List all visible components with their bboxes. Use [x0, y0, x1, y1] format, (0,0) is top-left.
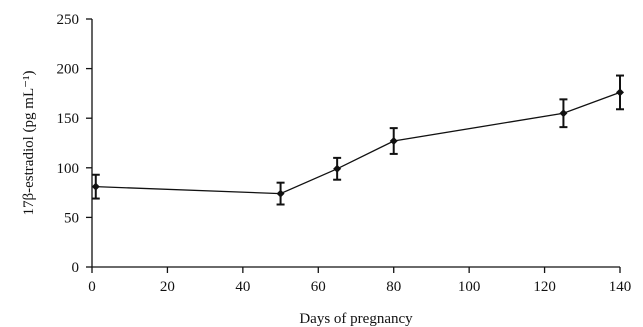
- y-tick-label: 0: [72, 260, 80, 276]
- plot-area: 0 50 100 150 200 250 0 20 40 60 80 100 120 140: [57, 12, 632, 295]
- data-point-group: [559, 98, 568, 129]
- data-point-marker: [616, 88, 624, 97]
- y-axis-title: 17β-estradiol (pg mL⁻¹): [21, 70, 37, 215]
- data-point-marker: [333, 164, 342, 173]
- y-tick-label: 200: [57, 62, 80, 78]
- y-tick-label: 250: [57, 12, 80, 28]
- data-point-marker: [389, 137, 398, 146]
- x-tick-label: 80: [386, 279, 401, 295]
- x-tick-label: 40: [235, 279, 250, 295]
- series-layer: [91, 74, 624, 206]
- data-point-group: [333, 156, 342, 181]
- data-point-group: [276, 181, 285, 206]
- data-point-group: [616, 74, 624, 111]
- data-point-group: [91, 173, 100, 200]
- x-tick-label: 60: [311, 279, 326, 295]
- x-axis-title: Days of pregnancy: [299, 311, 413, 327]
- x-tick-label: 140: [609, 279, 632, 295]
- x-tick-label: 100: [458, 279, 481, 295]
- y-tick-label: 150: [57, 111, 80, 127]
- x-tick-label: 0: [88, 279, 96, 295]
- x-axis-ticks: 0 20 40 60 80 100 120 140: [88, 267, 631, 295]
- x-tick-label: 20: [160, 279, 175, 295]
- y-tick-label: 100: [57, 161, 80, 177]
- x-tick-label: 120: [533, 279, 556, 295]
- series-line: [95, 91, 621, 195]
- data-point-marker: [91, 182, 100, 191]
- y-tick-label: 50: [64, 210, 79, 226]
- data-point-marker: [559, 109, 568, 118]
- data-point-group: [389, 127, 398, 155]
- y-axis-ticks: 0 50 100 150 200 250: [57, 12, 92, 276]
- data-point-marker: [276, 189, 285, 198]
